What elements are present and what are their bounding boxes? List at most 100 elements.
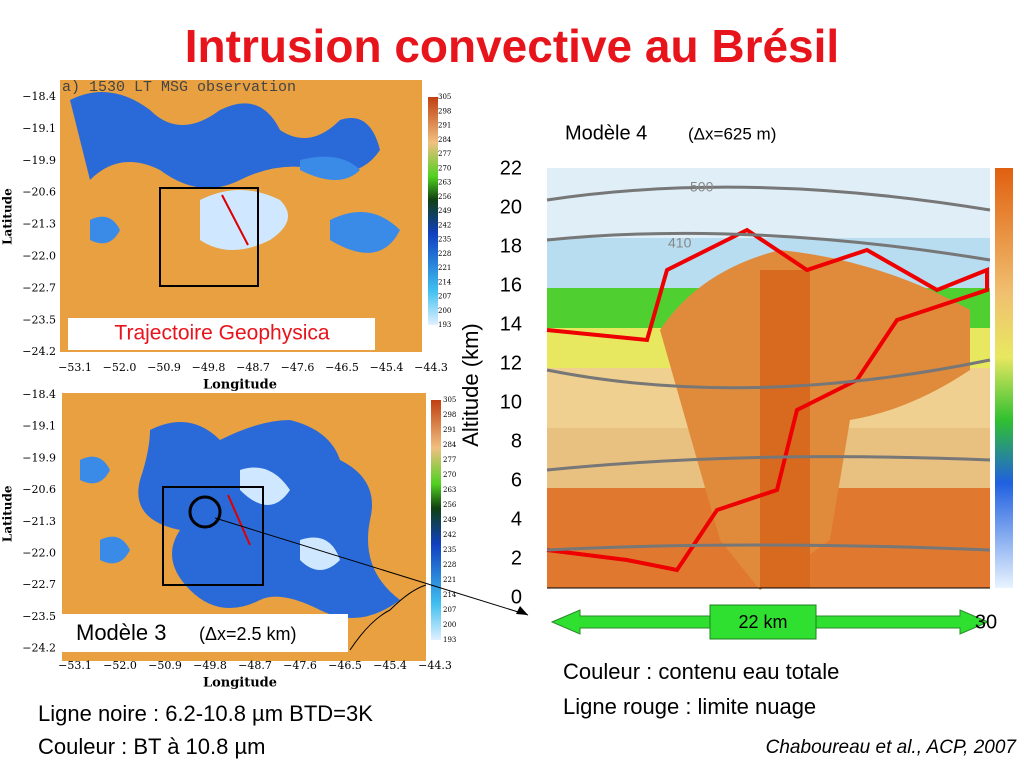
colorbar-label: 256 [443, 501, 457, 509]
lat-label: −22.0 [22, 547, 56, 560]
x-axis-label: Longitude [203, 378, 277, 393]
lat-label: −24.2 [22, 642, 56, 655]
colorbar-label: 249 [438, 207, 451, 215]
lon-label: −52.0 [103, 361, 137, 374]
colorbar-label: 235 [443, 546, 456, 554]
map-caption-res: (Δx=2.5 km) [199, 624, 297, 644]
colorbar-label: 277 [438, 150, 451, 158]
lat-label: −23.5 [22, 610, 56, 623]
colorbar-label: 270 [438, 164, 451, 172]
altitude-label: 14 [500, 313, 522, 335]
colorbar-label: 298 [438, 107, 451, 115]
slide-title: Intrusion convective au Brésil [185, 20, 839, 72]
lat-label: −19.1 [22, 122, 56, 135]
lon-label: −53.1 [58, 361, 92, 374]
lat-label: −22.7 [22, 578, 56, 591]
map-top [60, 80, 438, 352]
lon-label: −52.0 [103, 659, 137, 672]
citation: Chaboureau et al., ACP, 2007 [766, 737, 1018, 758]
altitude-label: 20 [500, 196, 522, 218]
lon-label: −44.3 [414, 361, 448, 374]
caption-box [68, 318, 375, 350]
lon-label: −50.9 [147, 361, 181, 374]
colorbar-label: 284 [443, 441, 457, 449]
lat-label: −18.4 [22, 90, 56, 103]
lon-label: −44.3 [418, 659, 452, 672]
contour-label: 410 [668, 235, 692, 251]
altitude-label: 10 [500, 391, 522, 413]
lon-label: −49.8 [192, 361, 226, 374]
section-title: Modèle 4 [565, 122, 647, 144]
colorbar-label: 221 [438, 264, 451, 272]
colorbar-label: 228 [443, 561, 456, 569]
cross-section [546, 168, 1013, 640]
colorbar-label: 298 [443, 411, 456, 419]
lon-label: −49.8 [193, 659, 227, 672]
altitude-label: 12 [500, 352, 522, 374]
lat-label: −20.6 [22, 186, 56, 199]
note: Ligne noire : 6.2-10.8 µm BTD=3K [38, 701, 373, 726]
lat-label: −23.5 [22, 313, 56, 326]
lat-label: −21.3 [22, 515, 56, 528]
lat-label: −19.9 [22, 154, 56, 167]
contour-label: 500 [690, 179, 714, 195]
colorbar-label: 214 [443, 591, 457, 599]
lon-label: −53.1 [58, 659, 92, 672]
colorbar-label: 228 [438, 250, 451, 258]
lon-label: −47.6 [283, 659, 317, 672]
scale-label: 22 km [738, 612, 787, 632]
note: Couleur : BT à 10.8 µm [38, 734, 266, 759]
map-header: a) 1530 LT MSG observation [62, 79, 296, 96]
lon-label: −45.4 [370, 361, 404, 374]
colorbar-label: 249 [443, 516, 456, 524]
lon-label: −50.9 [148, 659, 182, 672]
colorbar-label: 305 [438, 93, 451, 101]
lat-label: −22.0 [22, 250, 56, 263]
lat-label: −22.7 [22, 281, 56, 294]
colorbar-label: 284 [438, 136, 452, 144]
colorbar-label: 235 [438, 236, 451, 244]
lat-label: −19.1 [22, 420, 56, 433]
colorbar-label: 291 [443, 426, 456, 434]
altitude-label: 4 [511, 508, 522, 530]
colorbar-label: 214 [438, 278, 452, 286]
lon-label: −46.5 [328, 659, 362, 672]
lat-label: −20.6 [22, 483, 56, 496]
altitude-label: 18 [500, 235, 522, 257]
y-axis-label: Altitude (km) [458, 323, 483, 446]
colorbar-label: 270 [443, 471, 456, 479]
map-caption: Modèle 3 [76, 620, 167, 645]
altitude-label: 22 [500, 157, 522, 179]
section-title-res: (Δx=625 m) [688, 124, 776, 143]
x-axis-label: Longitude [203, 676, 277, 691]
lon-label: −48.7 [236, 361, 270, 374]
colorbar-label: 200 [443, 621, 456, 629]
x-tick-label: 30 [975, 611, 997, 633]
note: Ligne rouge : limite nuage [563, 694, 816, 719]
colorbar-label: 305 [443, 396, 456, 404]
y-axis-label: Latitude [1, 485, 15, 542]
colorbar-label: 193 [443, 636, 456, 644]
colorbar-label: 242 [443, 531, 456, 539]
lat-label: −21.3 [22, 218, 56, 231]
colorbar-label: 291 [438, 122, 451, 130]
colorbar-label: 207 [438, 293, 451, 301]
caption-box [62, 614, 348, 652]
altitude-label: 8 [511, 430, 522, 452]
altitude-label: 6 [511, 469, 522, 491]
altitude-label: 2 [511, 547, 522, 569]
colorbar-label: 263 [443, 486, 456, 494]
colorbar-label: 200 [438, 307, 451, 315]
lon-label: −48.7 [238, 659, 272, 672]
lat-label: −24.2 [22, 345, 56, 358]
colorbar-label: 277 [443, 456, 456, 464]
lon-label: −47.6 [281, 361, 315, 374]
note: Couleur : contenu eau totale [563, 659, 839, 684]
colorbar-label: 221 [443, 576, 456, 584]
altitude-label: 16 [500, 274, 522, 296]
colorbar-label: 256 [438, 193, 452, 201]
altitude-label: 0 [511, 586, 522, 608]
lon-label: −45.4 [373, 659, 407, 672]
